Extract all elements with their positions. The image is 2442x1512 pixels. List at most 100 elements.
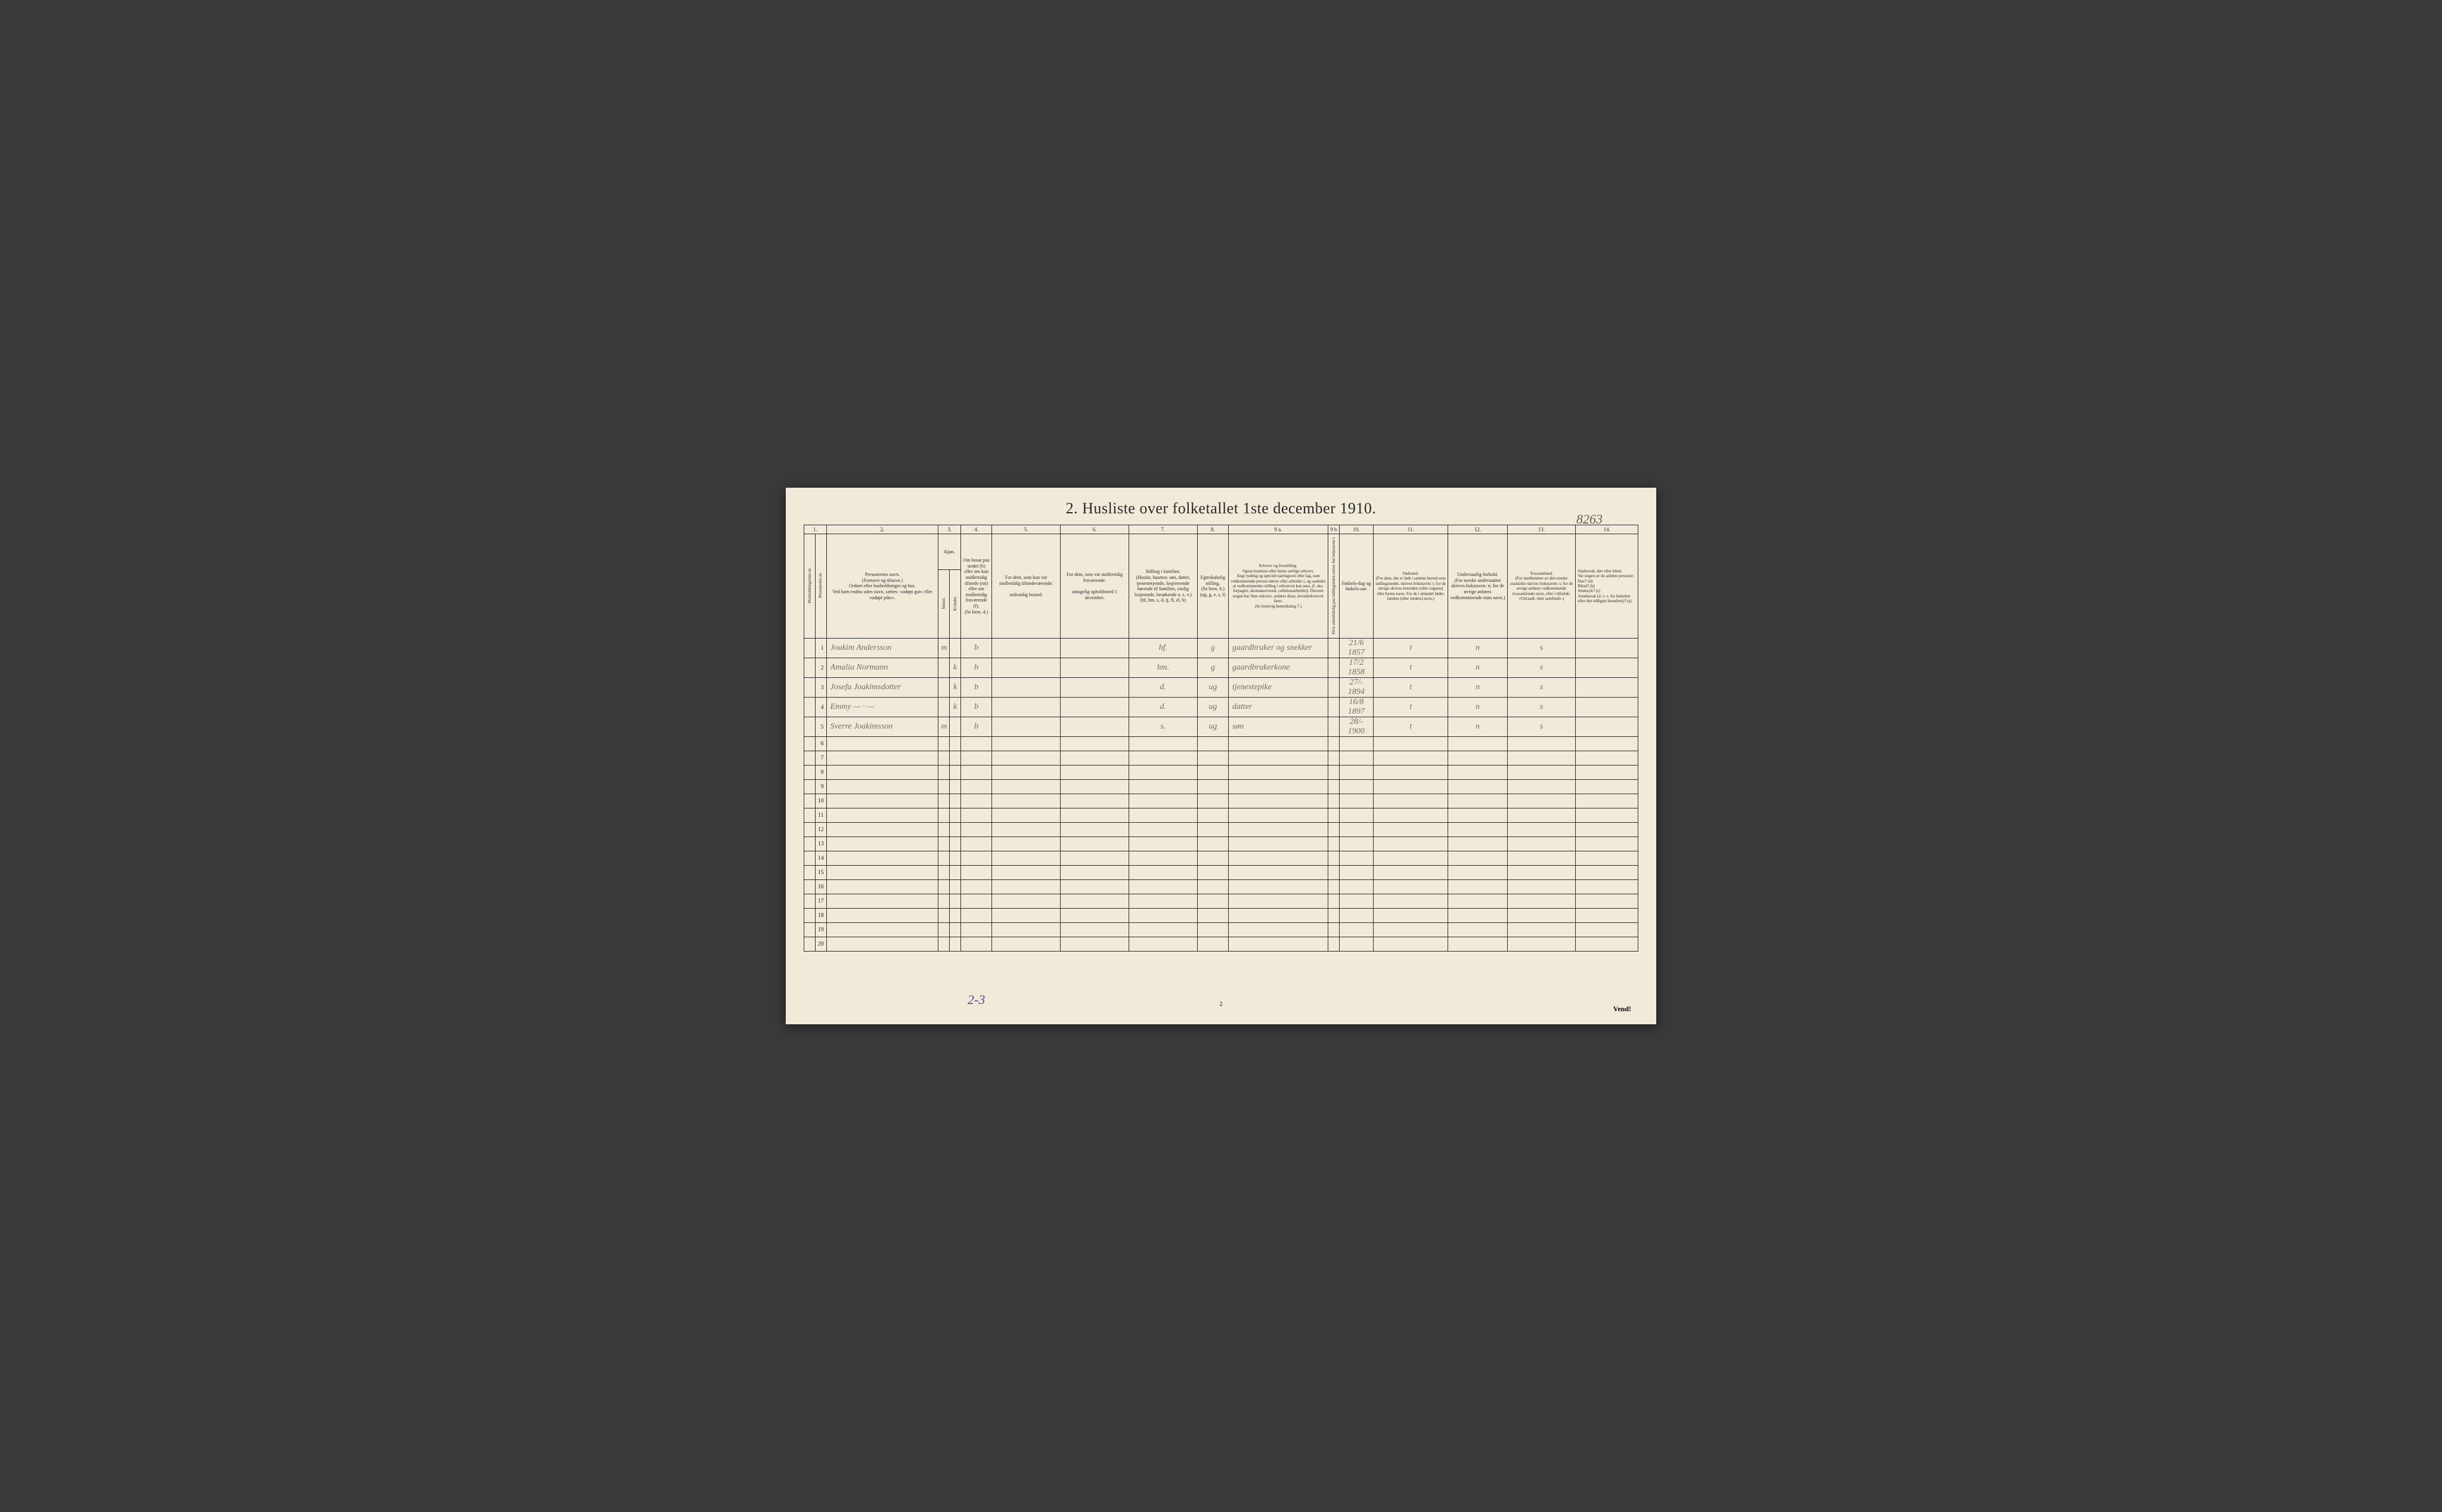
cell-name: Joakim Andersson <box>826 639 938 658</box>
cell-household-nr <box>804 678 816 698</box>
cell-temp-present <box>992 658 1061 678</box>
cell-person-nr: 17 <box>815 894 826 909</box>
cell-empty <box>950 780 961 794</box>
cell-birthdate: 16/8 1897 <box>1339 698 1373 717</box>
cell-empty <box>992 766 1061 780</box>
cell-empty <box>961 837 992 851</box>
cell-person-nr: 14 <box>815 851 826 866</box>
cell-empty <box>826 751 938 766</box>
cell-empty <box>1328 851 1339 866</box>
hdr-male: Mænd. <box>938 569 950 639</box>
table-row: 3Josefa Joakimsdotterkbd.ugtjenestepike2… <box>804 678 1638 698</box>
cell-sex-k <box>950 639 961 658</box>
cell-empty <box>1374 909 1448 923</box>
cell-empty <box>938 780 950 794</box>
cell-empty <box>1448 937 1507 952</box>
colnum-9b: 9 b <box>1328 525 1339 534</box>
cell-person-nr: 9 <box>815 780 826 794</box>
handwritten-page-number: 8263 <box>1576 512 1603 527</box>
cell-empty <box>1228 866 1328 880</box>
cell-household-nr <box>804 894 816 909</box>
cell-sex-m <box>938 658 950 678</box>
cell-empty <box>992 780 1061 794</box>
cell-empty <box>1374 837 1448 851</box>
cell-name: Sverre Joakimsson <box>826 717 938 737</box>
cell-empty <box>1061 737 1129 751</box>
cell-empty <box>1339 766 1373 780</box>
hdr-occupation: Erhverv og livsstilling. Ogsaa husmors e… <box>1228 534 1328 639</box>
hdr-residence: Om bosat paa stedet (b) eller om kun mid… <box>961 534 992 639</box>
cell-empty <box>961 923 992 937</box>
cell-empty <box>950 766 961 780</box>
cell-household-nr <box>804 823 816 837</box>
page-title: 2. Husliste over folketallet 1ste decemb… <box>804 500 1638 518</box>
cell-empty <box>1328 794 1339 808</box>
cell-household-nr <box>804 880 816 894</box>
cell-name: Amalia Normann <box>826 658 938 678</box>
cell-empty <box>1061 909 1129 923</box>
cell-empty <box>938 794 950 808</box>
cell-person-nr: 3 <box>815 678 826 698</box>
cell-disability <box>1576 717 1638 737</box>
cell-name: Emmy — · — <box>826 698 938 717</box>
cell-religion: s <box>1507 639 1576 658</box>
cell-empty <box>1228 923 1328 937</box>
cell-person-nr: 5 <box>815 717 826 737</box>
cell-person-nr: 10 <box>815 794 826 808</box>
cell-birthplace: t <box>1374 639 1448 658</box>
cell-birthdate: 21/6 1857 <box>1339 639 1373 658</box>
cell-empty <box>992 837 1061 851</box>
cell-empty <box>1197 866 1228 880</box>
hdr-marital: Egteskabelig stilling. (Se bem. 6.) (ug,… <box>1197 534 1228 639</box>
cell-empty <box>1129 794 1197 808</box>
colnum-10: 10. <box>1339 525 1373 534</box>
cell-birthplace: t <box>1374 658 1448 678</box>
cell-empty <box>1448 909 1507 923</box>
cell-empty <box>1197 937 1228 952</box>
cell-empty <box>1197 880 1228 894</box>
cell-empty <box>1339 937 1373 952</box>
cell-household-nr <box>804 751 816 766</box>
cell-empty <box>938 766 950 780</box>
cell-marital: ug <box>1197 717 1228 737</box>
table-row: 14 <box>804 851 1638 866</box>
hdr-household-nr: Husholdningernes nr. <box>804 534 816 639</box>
cell-empty <box>938 866 950 880</box>
table-row: 5Sverre Joakimssonmbs.ugsøn28/- 1900tns <box>804 717 1638 737</box>
hdr-name: Personernes navn. (Fornavn og tilnavn.) … <box>826 534 938 639</box>
cell-birthdate: 28/- 1900 <box>1339 717 1373 737</box>
cell-empty <box>938 894 950 909</box>
hdr-sex: Kjøn. <box>938 534 961 570</box>
cell-empty <box>1576 866 1638 880</box>
vend-label: Vend! <box>1613 1005 1631 1014</box>
cell-empty <box>1328 823 1339 837</box>
cell-empty <box>1339 894 1373 909</box>
cell-empty <box>1328 737 1339 751</box>
cell-household-nr <box>804 698 816 717</box>
cell-empty <box>1061 880 1129 894</box>
cell-empty <box>961 894 992 909</box>
table-row: 4Emmy — · —kbd.ugdatter16/8 1897tns <box>804 698 1638 717</box>
cell-nationality: n <box>1448 698 1507 717</box>
colnum-13: 13. <box>1507 525 1576 534</box>
cell-empty <box>1228 808 1328 823</box>
cell-empty <box>1448 837 1507 851</box>
cell-empty <box>1507 909 1576 923</box>
cell-family-pos: s. <box>1129 717 1197 737</box>
cell-empty <box>950 751 961 766</box>
cell-empty <box>961 780 992 794</box>
cell-empty <box>1507 866 1576 880</box>
colnum-6: 6. <box>1061 525 1129 534</box>
cell-occupation: tjenestepike <box>1228 678 1328 698</box>
cell-empty <box>950 794 961 808</box>
cell-religion: s <box>1507 658 1576 678</box>
cell-empty <box>1576 808 1638 823</box>
cell-empty <box>1061 923 1129 937</box>
cell-person-nr: 7 <box>815 751 826 766</box>
cell-empty <box>1448 808 1507 823</box>
cell-temp-absent <box>1061 658 1129 678</box>
cell-empty <box>961 751 992 766</box>
cell-disability <box>1576 698 1638 717</box>
colnum-2: 2. <box>826 525 938 534</box>
cell-person-nr: 11 <box>815 808 826 823</box>
